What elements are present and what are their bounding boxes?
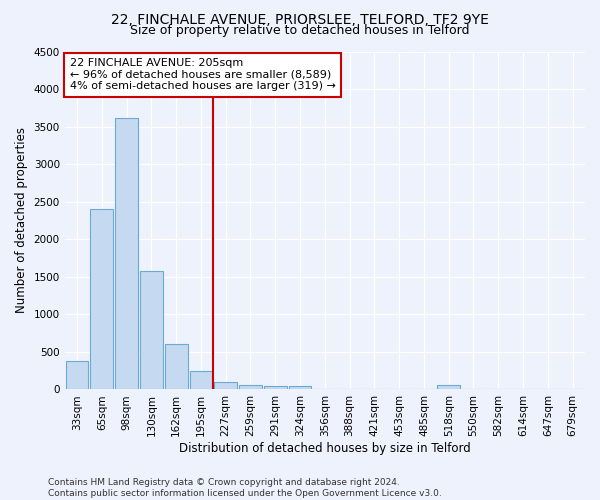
Bar [289, 386, 311, 390]
Text: 22, FINCHALE AVENUE, PRIORSLEE, TELFORD, TF2 9YE: 22, FINCHALE AVENUE, PRIORSLEE, TELFORD,… [111, 12, 489, 26]
Bar [140, 271, 163, 390]
Text: Size of property relative to detached houses in Telford: Size of property relative to detached ho… [130, 24, 470, 37]
Bar [190, 370, 212, 390]
X-axis label: Distribution of detached houses by size in Telford: Distribution of detached houses by size … [179, 442, 471, 455]
Bar [214, 382, 237, 390]
Y-axis label: Number of detached properties: Number of detached properties [15, 128, 28, 314]
Bar [165, 344, 188, 390]
Text: Contains HM Land Registry data © Crown copyright and database right 2024.
Contai: Contains HM Land Registry data © Crown c… [48, 478, 442, 498]
Bar [91, 209, 113, 390]
Bar [264, 386, 287, 390]
Bar [115, 118, 138, 390]
Text: 22 FINCHALE AVENUE: 205sqm
← 96% of detached houses are smaller (8,589)
4% of se: 22 FINCHALE AVENUE: 205sqm ← 96% of deta… [70, 58, 336, 92]
Bar [239, 385, 262, 390]
Bar [437, 385, 460, 390]
Bar [65, 361, 88, 390]
